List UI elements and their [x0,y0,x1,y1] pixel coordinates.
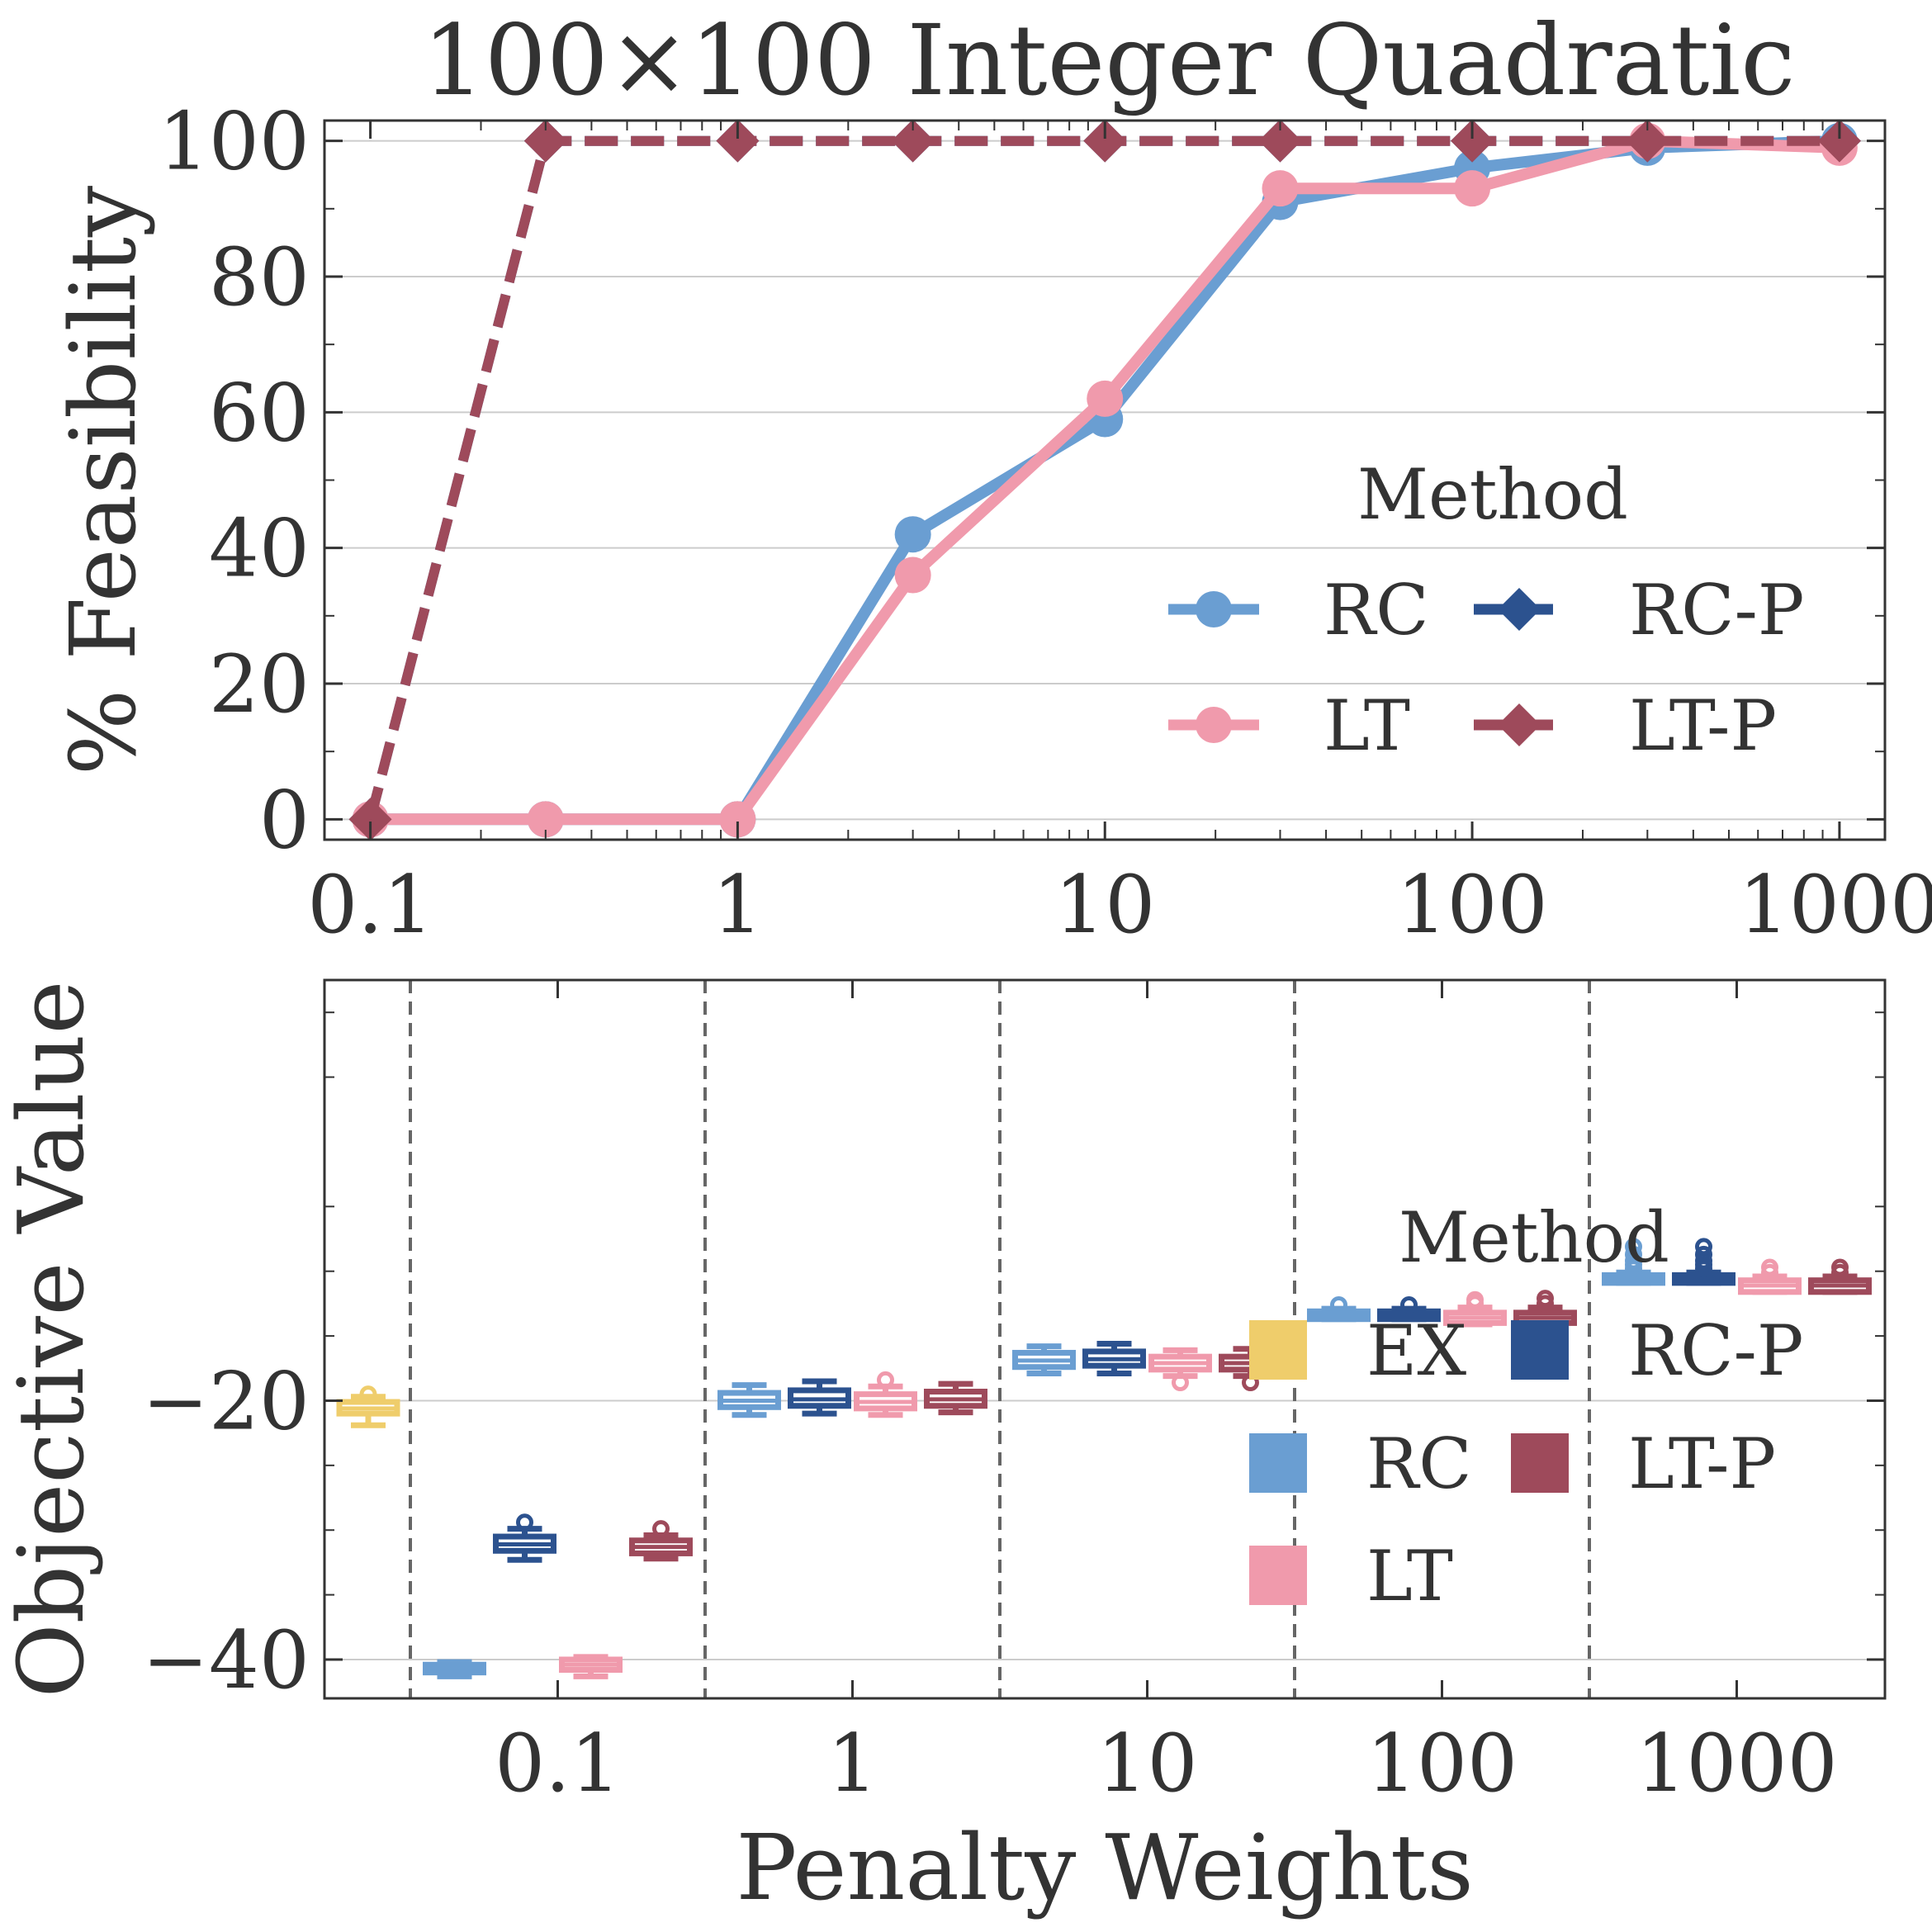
top-ytick-label-40: 40 [209,503,310,595]
chart-title: 100×100 Integer Quadratic [423,3,1796,117]
series-point-LT-P [1817,119,1861,163]
series-point-LT-P [716,119,760,163]
series-point-LT [894,556,931,594]
top-xtick-label-10: 10 [1054,859,1155,951]
box-LT-10-outlier [1172,1374,1189,1392]
bottom-y-axis-label: Objective Value [0,980,104,1698]
legend-label-LT: LT [1366,1536,1453,1617]
legend-swatch-LT [1249,1546,1307,1605]
series-point-LT-P [1626,119,1669,163]
box-LT-1000-outlier [1761,1258,1778,1276]
series-point-LT-P [1083,119,1127,163]
bottom-xtick-label-10: 10 [1096,1717,1197,1810]
bottom-ytick-label: −40 [142,1614,310,1707]
top-xtick-label-1: 1 [713,859,763,951]
series-point-LT [1262,170,1299,207]
legend-label-LT: LT [1324,685,1410,766]
objective-chart: −20 −40 0.1 1 10 100 1000 Objective Value Pena… [0,978,1887,1920]
box-RC-1000-outlier [1625,1238,1642,1256]
legend-swatch-EX [1249,1320,1307,1380]
bottom-ytick-label: −20 [142,1355,310,1447]
legend-marker-LT [1196,707,1232,743]
series-point-LT [1454,170,1491,207]
box-RC-100-outlier [1330,1295,1347,1314]
top-ytick-label-80: 80 [209,231,310,324]
top-ytick-label-100: 100 [159,96,310,188]
legend-label-LT-P: LT-P [1629,685,1777,766]
legend-marker-RC-P [1498,588,1541,631]
series-point-LT [1087,380,1124,417]
top-xtick-label-1000: 1000 [1739,859,1932,951]
bottom-xtick-label-1: 1 [827,1717,878,1810]
series-point-RC [894,516,931,553]
top-legend-title: Method [1357,454,1628,535]
top-ytick-label-60: 60 [209,367,310,459]
top-series [348,119,1861,841]
box-LT-P-1000-outlier [1831,1258,1849,1276]
top-xtick-label-0.1: 0.1 [307,859,433,951]
legend-label-RC: RC [1324,570,1429,651]
box-RC-P-100-outlier [1400,1295,1418,1314]
box-LT-100-outlier [1466,1290,1484,1309]
series-point-LT-P [1258,119,1302,163]
top-xtick-label-100: 100 [1396,859,1547,951]
legend-swatch-LT-P [1511,1433,1569,1493]
series-point-LT-P [348,798,392,841]
top-y-axis-label: % Feasibility [50,186,156,775]
legend-swatch-RC [1249,1433,1307,1493]
legend-marker-RC [1196,591,1232,627]
series-point-LT-P [1451,119,1494,163]
top-ytick-label-20: 20 [209,638,310,731]
legend-label-RC-P: RC-P [1628,1310,1803,1391]
bottom-legend: Method EX RC LT RC-P LT-P [1249,1197,1803,1617]
legend-marker-LT-P [1498,703,1541,746]
bottom-plot-frame [323,978,1887,1700]
series-point-LT-P [891,119,935,163]
series-point-LT-P [523,119,567,163]
legend-label-RC: RC [1366,1423,1472,1504]
box-RC-1000-outlier [1625,1245,1642,1263]
bottom-xtick-label-0.1: 0.1 [495,1717,621,1810]
series-point-LT [719,801,756,838]
box-LT-P-100-outlier [1537,1290,1554,1308]
box-LT-1-outlier [877,1371,894,1389]
legend-label-EX: EX [1366,1310,1466,1391]
bottom-xtick-label-100: 100 [1366,1717,1518,1810]
top-ytick-label-0: 0 [259,774,310,866]
bottom-legend-title: Method [1399,1197,1669,1278]
legend-label-RC-P: RC-P [1629,570,1804,651]
top-legend: Method RC RC-P LT LT-P [1168,454,1804,766]
bottom-xtick-label-1000: 1000 [1636,1717,1837,1810]
bottom-ticks: −20 −40 0.1 1 10 100 1000 [142,980,1885,1810]
box-RC-P-1000-outlier [1695,1245,1712,1263]
box-RC-P-1000-outlier [1695,1238,1712,1256]
legend-swatch-RC-P [1511,1320,1569,1380]
box-RC-P-0.1-outlier [516,1513,533,1532]
legend-label-LT-P: LT-P [1628,1423,1776,1504]
feasibility-chart: 100×100 Integer Quadratic 0 20 40 60 80 100 0.… [50,3,1932,951]
bottom-x-axis-label: Penalty Weights [736,1815,1473,1920]
top-ticks: 0 20 40 60 80 100 0.1 1 10 100 1000 [159,96,1932,951]
box-EX-reference-outlier [359,1385,377,1404]
series-point-LT [527,801,564,838]
box-LT-P-0.1-outlier [652,1520,670,1538]
